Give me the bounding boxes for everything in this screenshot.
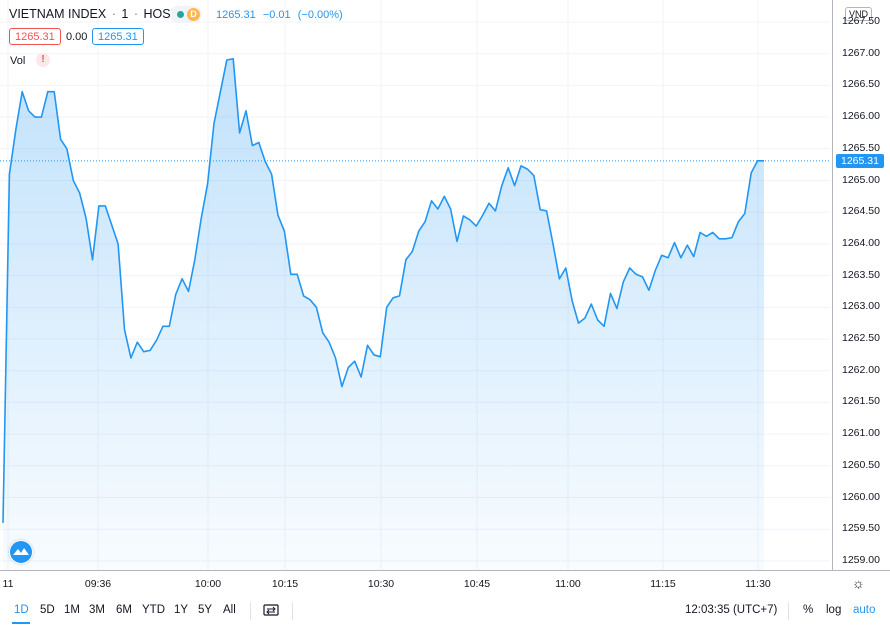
title-separator: · [111, 7, 116, 21]
volume-legend[interactable]: Vol [10, 55, 26, 67]
range-button-1d[interactable]: 1D [14, 604, 29, 616]
symbol-name: VIETNAM INDEX [9, 7, 107, 21]
price-tick-label: 1259.00 [842, 553, 880, 566]
market-status-pill[interactable]: D [170, 6, 202, 23]
range-button-all[interactable]: All [223, 604, 236, 616]
price-tick-label: 1264.00 [842, 236, 880, 249]
interval-label: 1 [121, 7, 129, 21]
sell-price-box[interactable]: 1265.31 [9, 28, 61, 45]
price-tick-label: 1265.00 [842, 173, 880, 186]
price-line [2, 58, 764, 523]
time-tick-label: 11 [2, 578, 14, 590]
title-separator: · [133, 7, 138, 21]
price-change-percent: (−0.00%) [297, 9, 343, 21]
price-tick-label: 1260.50 [842, 458, 880, 471]
range-button-ytd[interactable]: YTD [142, 604, 165, 616]
price-tick-label: 1263.00 [842, 300, 880, 313]
percent-scale-toggle[interactable]: % [803, 604, 814, 616]
toolbar-divider [292, 602, 293, 620]
range-button-3m[interactable]: 3M [89, 604, 105, 616]
price-area-fill [3, 58, 764, 571]
price-tick-label: 1266.00 [842, 110, 880, 123]
price-tick-label: 1267.00 [842, 46, 880, 59]
timezone-clock[interactable]: 12:03:35 (UTC+7) [685, 604, 778, 616]
price-tick-label: 1263.50 [842, 268, 880, 281]
range-button-1m[interactable]: 1M [64, 604, 80, 616]
range-button-5y[interactable]: 5Y [198, 604, 213, 616]
log-scale-toggle[interactable]: log [826, 604, 842, 616]
price-tick-label: 1261.50 [842, 395, 880, 408]
price-tick-label: 1259.50 [842, 522, 880, 535]
price-change: −0.01 [262, 9, 291, 21]
gear-icon[interactable]: ☼ [852, 575, 865, 591]
toolbar-divider [250, 602, 251, 620]
price-tick-label: 1262.50 [842, 332, 880, 344]
spread-value: 0.00 [66, 31, 88, 43]
price-tick-label: 1264.50 [842, 205, 880, 218]
time-tick-label: 09:36 [84, 578, 112, 590]
range-button-5d[interactable]: 5D [40, 604, 55, 616]
compare-icon[interactable] [263, 603, 279, 617]
toolbar-divider [788, 602, 789, 620]
price-tick-label: 1262.00 [842, 363, 880, 376]
time-tick-label: 10:00 [194, 578, 222, 590]
current-price-tag: 1265.31 [836, 153, 884, 168]
time-tick-label: 10:45 [463, 578, 491, 590]
time-tick-label: 10:15 [271, 578, 299, 590]
price-tick-label: 1260.00 [842, 490, 880, 503]
last-price: 1265.31 [216, 9, 256, 21]
currency-badge: VND [845, 7, 873, 21]
tradingview-logo-icon[interactable] [9, 540, 33, 564]
active-range-underline [12, 622, 30, 624]
volume-warning-icon[interactable]: ! [36, 53, 50, 67]
price-tick-label: 1267.50 [842, 15, 880, 27]
price-tick-label: 1261.00 [842, 427, 880, 440]
delayed-data-badge: D [187, 8, 200, 21]
symbol-title: VIETNAM INDEX · 1 · HOSE [9, 7, 179, 21]
range-button-1y[interactable]: 1Y [174, 604, 189, 616]
time-tick-label: 11:00 [555, 578, 581, 590]
time-tick-label: 10:30 [367, 578, 395, 590]
range-button-6m[interactable]: 6M [116, 604, 132, 616]
buy-price-box[interactable]: 1265.31 [92, 28, 144, 45]
quote-values: 1265.31 −0.01 (−0.00%) [216, 9, 347, 21]
price-tick-label: 1266.50 [842, 78, 880, 91]
price-tick-label: 1265.50 [842, 141, 880, 154]
market-open-dot-icon [177, 11, 184, 18]
time-tick-label: 11:15 [650, 578, 676, 590]
time-tick-label: 11:30 [745, 578, 771, 590]
auto-scale-toggle[interactable]: auto [853, 604, 876, 616]
